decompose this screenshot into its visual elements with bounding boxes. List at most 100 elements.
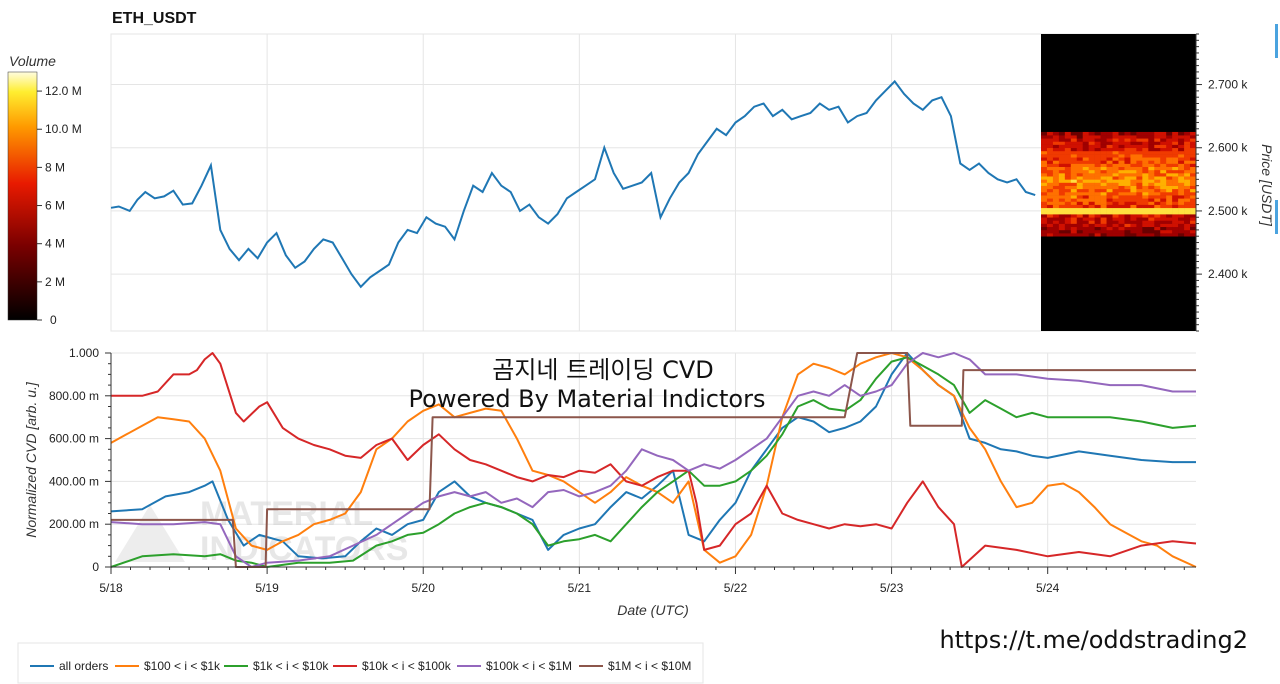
- heatmap-cell: [1178, 223, 1185, 228]
- heatmap-cell: [1112, 207, 1119, 212]
- heatmap-cell: [1142, 201, 1149, 205]
- heatmap-cell: [1106, 160, 1113, 164]
- heatmap-cell: [1076, 198, 1084, 202]
- heatmap-cell: [1148, 220, 1155, 224]
- heatmap-cell: [1058, 182, 1066, 186]
- heatmap-cell: [1148, 233, 1155, 237]
- heatmap-cell: [1088, 176, 1095, 180]
- heatmap-cell: [1094, 220, 1101, 224]
- heatmap-cell: [1064, 201, 1072, 205]
- heatmap-cell: [1136, 135, 1143, 139]
- heatmap-cell: [1130, 144, 1137, 149]
- heatmap-cell: [1118, 141, 1125, 145]
- heatmap-cell: [1136, 144, 1143, 149]
- heatmap-cell: [1094, 185, 1101, 190]
- heatmap-cell: [1106, 204, 1113, 209]
- price-line: [110, 79, 1036, 289]
- heatmap-cell: [1160, 163, 1167, 168]
- heatmap-cell: [1118, 176, 1125, 180]
- heatmap-cell: [1076, 138, 1084, 142]
- heatmap-cell: [1124, 160, 1131, 164]
- heatmap-cell: [1064, 198, 1072, 202]
- heatmap-cell: [1136, 198, 1143, 202]
- heatmap-cell: [1100, 233, 1107, 237]
- heatmap-cell: [1142, 179, 1149, 183]
- heatmap-cell: [1130, 214, 1137, 218]
- heatmap-cell: [1118, 191, 1125, 196]
- heatmap-cell: [1154, 173, 1161, 177]
- heatmap-cell: [1148, 210, 1155, 215]
- heatmap-cell: [1130, 163, 1137, 168]
- heatmap-cell: [1094, 188, 1101, 193]
- heatmap-cell: [1070, 191, 1078, 196]
- heatmap-cell: [1058, 147, 1066, 152]
- heatmap-cell: [1166, 182, 1173, 186]
- heatmap-cell: [1184, 191, 1191, 196]
- heatmap-cell: [1166, 198, 1173, 202]
- heatmap-cell: [1178, 191, 1185, 196]
- heatmap-cell: [1100, 173, 1107, 177]
- heatmap-cell: [1190, 191, 1197, 196]
- heatmap-cell: [1124, 173, 1131, 177]
- heatmap-cell: [1124, 141, 1131, 145]
- heatmap-cell: [1172, 185, 1179, 190]
- heatmap-cell: [1058, 157, 1066, 161]
- scroll-indicator-bottom[interactable]: [1275, 200, 1278, 234]
- heatmap-cell: [1130, 131, 1137, 136]
- heatmap-cell: [1112, 217, 1119, 221]
- heatmap-cell: [1076, 217, 1084, 221]
- heatmap-cell: [1190, 233, 1197, 237]
- telegram-link[interactable]: https://t.me/oddstrading2: [939, 626, 1248, 654]
- heatmap-cell: [1130, 233, 1137, 237]
- heatmap-cell: [1154, 210, 1161, 215]
- heatmap-cell: [1041, 201, 1048, 205]
- heatmap-cell: [1100, 160, 1107, 164]
- heatmap-cell: [1064, 147, 1072, 152]
- heatmap-cell: [1142, 150, 1149, 155]
- heatmap-cell: [1178, 150, 1185, 155]
- heatmap-cell: [1106, 147, 1113, 152]
- heatmap-cell: [1070, 229, 1078, 234]
- heatmap-cell: [1106, 141, 1113, 145]
- heatmap-cell: [1076, 141, 1084, 145]
- heatmap-cell: [1106, 207, 1113, 212]
- heatmap-cell: [1052, 144, 1060, 149]
- cvd-y-axis-label: Normalized CVD [arb. u.]: [23, 381, 39, 538]
- heatmap-cell: [1136, 179, 1143, 183]
- heatmap-cell: [1041, 214, 1048, 218]
- heatmap-cell: [1142, 210, 1149, 215]
- heatmap-cell: [1064, 207, 1072, 212]
- heatmap-cell: [1130, 226, 1137, 231]
- heatmap-cell: [1160, 188, 1167, 193]
- heatmap-cell: [1070, 198, 1078, 202]
- heatmap-cell: [1172, 214, 1179, 218]
- heatmap-cell: [1160, 195, 1167, 199]
- heatmap-cell: [1082, 217, 1089, 221]
- heatmap-cell: [1046, 204, 1054, 209]
- heatmap-cell: [1148, 204, 1155, 209]
- heatmap-cell: [1052, 201, 1060, 205]
- colorbar-tick-label: 4 M: [45, 237, 65, 251]
- heatmap-cell: [1064, 169, 1072, 174]
- heatmap-cell: [1112, 147, 1119, 152]
- heatmap-cell: [1046, 220, 1054, 224]
- heatmap-cell: [1052, 223, 1060, 228]
- heatmap-cell: [1142, 214, 1149, 218]
- heatmap-cell: [1094, 204, 1101, 209]
- heatmap-cell: [1148, 182, 1155, 186]
- heatmap-cell: [1148, 150, 1155, 155]
- heatmap-cell: [1058, 198, 1066, 202]
- cvd-x-tick-label: 5/19: [255, 581, 279, 595]
- heatmap-cell: [1166, 141, 1173, 145]
- heatmap-cell: [1178, 154, 1185, 158]
- heatmap-cell: [1041, 226, 1048, 231]
- heatmap-cell: [1118, 217, 1125, 221]
- legend-label: $1M < i < $10M: [608, 659, 691, 673]
- heatmap-cell: [1058, 185, 1066, 190]
- heatmap-cell: [1154, 135, 1161, 139]
- scroll-indicator-top[interactable]: [1275, 24, 1278, 58]
- heatmap-cell: [1052, 229, 1060, 234]
- heatmap-cell: [1160, 223, 1167, 228]
- heatmap-cell: [1064, 131, 1072, 136]
- heatmap-cell: [1154, 157, 1161, 161]
